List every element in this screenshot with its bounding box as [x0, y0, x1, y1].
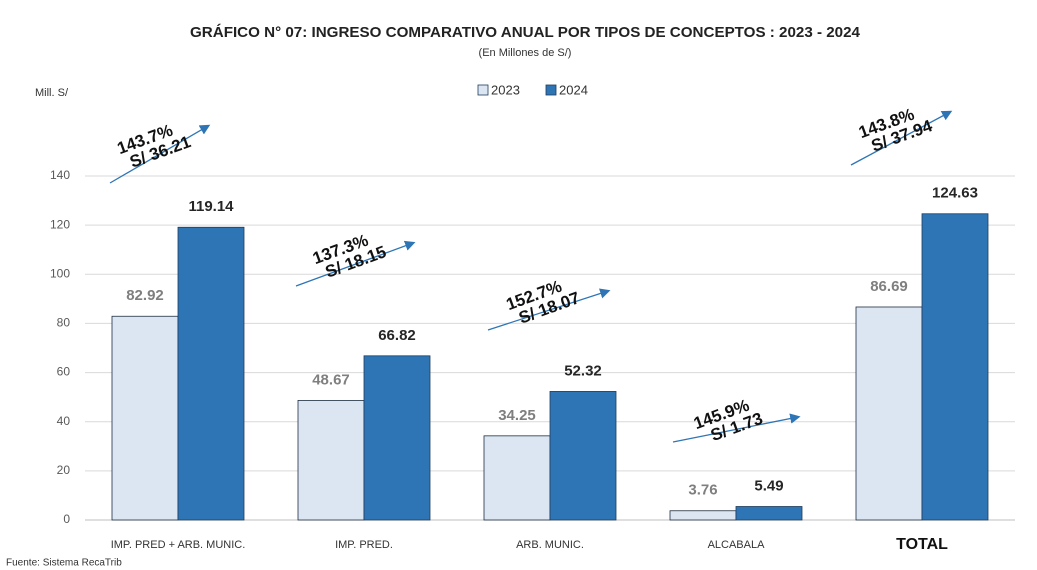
- chart-subtitle: (En Millones de S/): [479, 47, 572, 59]
- data-label: 124.63: [932, 185, 978, 202]
- bar: [735, 506, 803, 521]
- legend-label: 2023: [491, 82, 520, 97]
- data-label: 3.76: [688, 482, 717, 499]
- bar: [483, 435, 551, 521]
- annotation-arrow: [109, 124, 211, 184]
- x-tick-label: IMP. PRED.: [335, 539, 393, 551]
- y-tick-label: 140: [50, 168, 70, 182]
- annotation-arrow: [487, 288, 611, 331]
- bar: [297, 400, 365, 521]
- legend-swatch: [545, 84, 557, 96]
- y-tick-label: 100: [50, 266, 70, 280]
- bar: [921, 213, 989, 521]
- data-label: 86.69: [870, 278, 908, 295]
- annotation-arrow: [295, 240, 416, 287]
- legend-swatch: [477, 84, 489, 96]
- annotation-arrow: [850, 110, 953, 166]
- bar: [669, 510, 737, 521]
- y-tick-label: 20: [57, 463, 71, 477]
- annotation: 145.9%S/ 1.73: [691, 396, 765, 445]
- data-label: 52.32: [564, 362, 602, 379]
- y-tick-label: 0: [63, 512, 70, 526]
- bar: [177, 226, 245, 521]
- x-tick-label: ARB. MUNIC.: [516, 539, 584, 551]
- bar: [111, 315, 179, 521]
- bar: [549, 391, 617, 521]
- y-tick-label: 60: [57, 365, 71, 379]
- chart-title: GRÁFICO N° 07: INGRESO COMPARATIVO ANUAL…: [190, 24, 861, 41]
- y-tick-label: 80: [57, 316, 71, 330]
- bar: [363, 355, 431, 521]
- annotation: 137.3%S/ 18.15: [310, 231, 389, 282]
- y-tick-label: 40: [57, 414, 71, 428]
- annotation-arrow: [672, 413, 801, 443]
- x-tick-label: IMP. PRED + ARB. MUNIC.: [111, 539, 246, 551]
- data-label: 66.82: [378, 327, 416, 344]
- annotation: 143.8%S/ 37.94: [856, 105, 935, 156]
- bar: [855, 306, 923, 521]
- x-tick-label: ALCABALA: [708, 539, 766, 551]
- data-label: 34.25: [498, 407, 536, 424]
- data-label: 82.92: [126, 287, 164, 304]
- y-tick-label: 120: [50, 217, 70, 231]
- legend-label: 2024: [559, 82, 588, 97]
- data-label: 5.49: [754, 477, 783, 494]
- x-tick-label: TOTAL: [896, 536, 948, 553]
- data-label: 119.14: [188, 198, 234, 215]
- annotation: 143.7%S/ 36.21: [115, 121, 194, 172]
- data-label: 48.67: [312, 371, 350, 388]
- source: Fuente: Sistema RecaTrib: [6, 558, 122, 569]
- y-axis-label: Mill. S/: [35, 87, 69, 99]
